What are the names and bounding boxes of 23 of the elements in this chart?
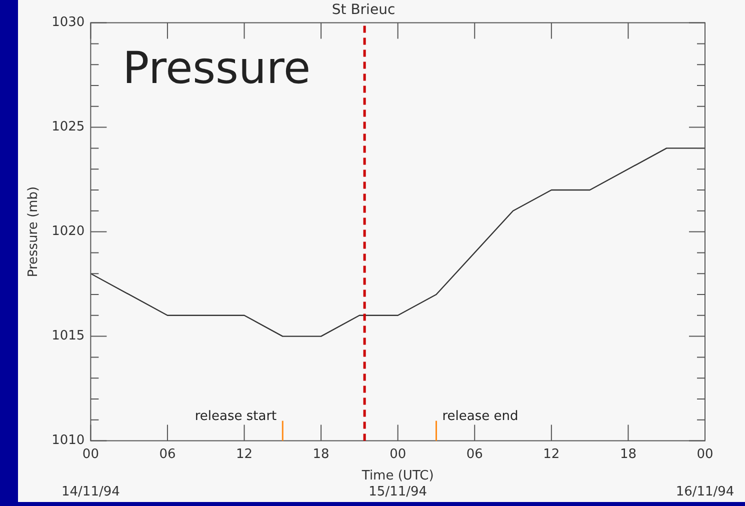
y-tick-label: 1010 bbox=[52, 433, 85, 448]
y-tick-label: 1025 bbox=[52, 120, 85, 135]
y-tick-label: 1030 bbox=[52, 15, 85, 30]
x-tick-label: 12 bbox=[543, 446, 560, 462]
x-tick-label: 00 bbox=[82, 446, 99, 462]
x-tick-label: 18 bbox=[312, 446, 330, 462]
text: 15/11/94 bbox=[368, 484, 428, 500]
ref-line-label: release start bbox=[194, 409, 277, 424]
text: 14/11/94 bbox=[61, 484, 120, 500]
x-tick-label: 06 bbox=[159, 446, 176, 462]
x-axis-title: Time (UTC) bbox=[360, 468, 434, 484]
x-tick-label: 00 bbox=[696, 446, 714, 462]
annotation: Pressure bbox=[122, 42, 311, 94]
x-tick-label: 06 bbox=[466, 446, 483, 462]
chart-title: St Brieuc bbox=[332, 2, 396, 18]
x-tick-label: 00 bbox=[390, 446, 406, 462]
y-axis-title: Pressure (mb) bbox=[26, 186, 42, 278]
y-tick-label: 1015 bbox=[52, 328, 85, 344]
x-tick-label: 18 bbox=[620, 446, 636, 462]
y-tick-label: 1020 bbox=[52, 224, 85, 240]
x-tick-label: 12 bbox=[236, 446, 253, 462]
ref-line-label: release end bbox=[442, 409, 518, 424]
text: 16/11/94 bbox=[676, 484, 734, 500]
